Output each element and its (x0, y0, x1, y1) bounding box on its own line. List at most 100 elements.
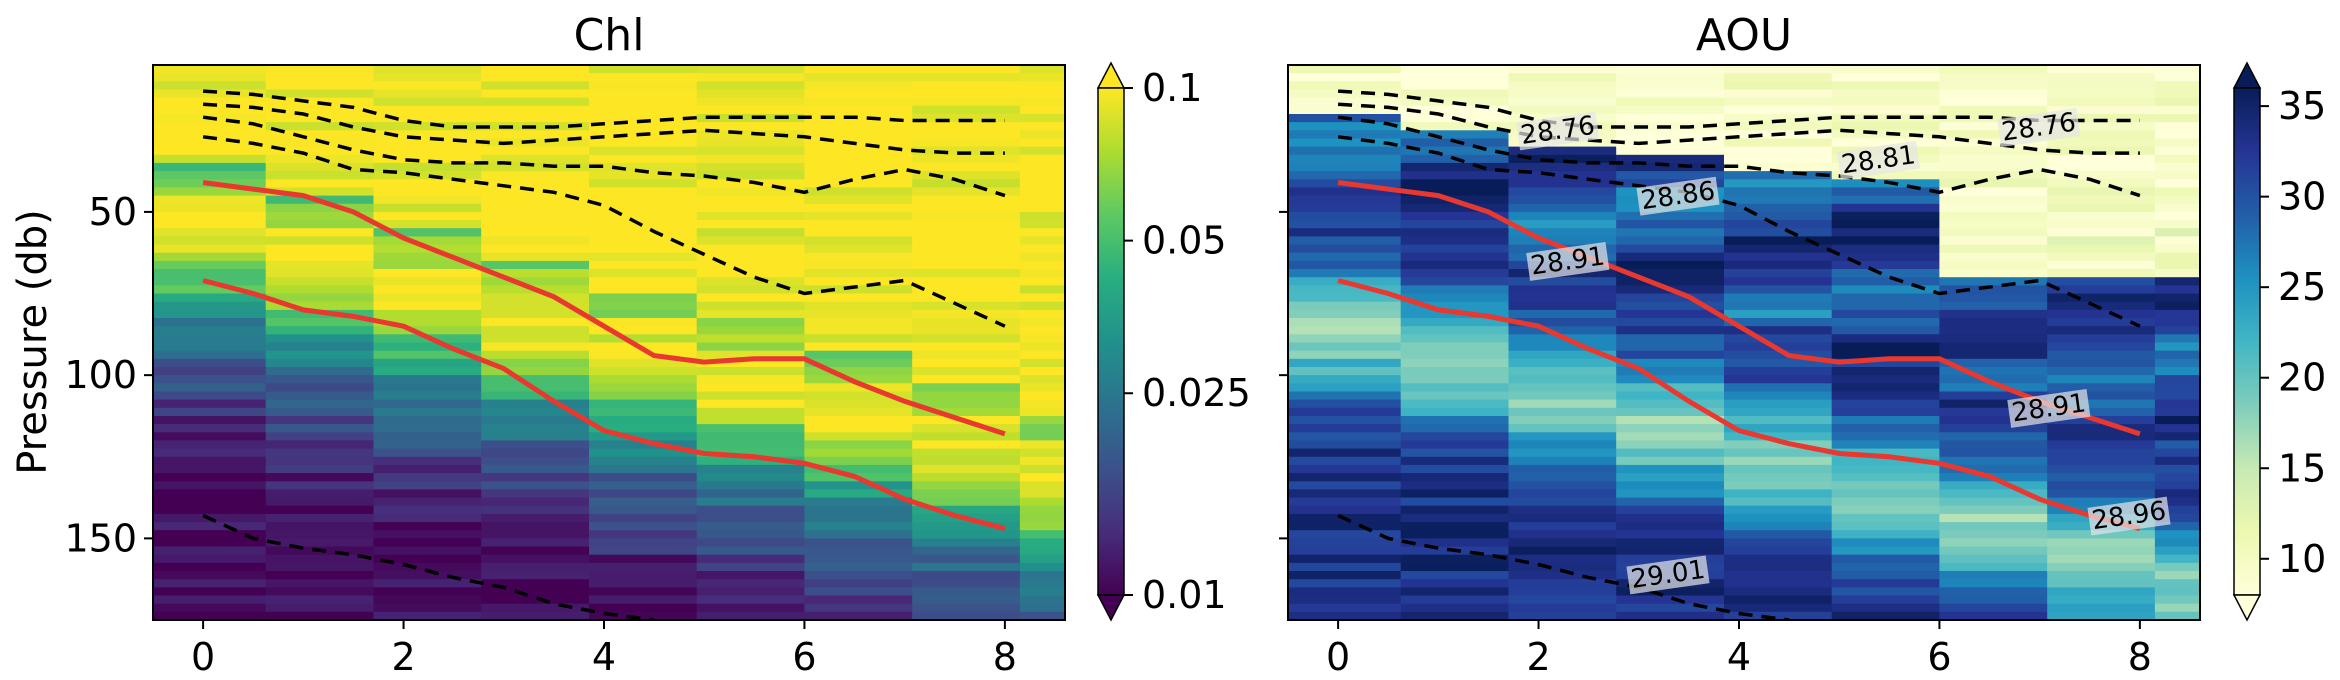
heatmap-cell (1616, 65, 1725, 74)
heatmap-cell (1831, 554, 1941, 564)
heatmap-cell (912, 448, 1021, 458)
heatmap-cell (1400, 171, 1510, 181)
heatmap-cell (1616, 603, 1725, 613)
heatmap-cell (912, 277, 1021, 287)
colorbar-tick-label: 15 (2278, 446, 2326, 490)
heatmap-cell (373, 146, 482, 156)
heatmap-cell (1724, 367, 1833, 376)
heatmap-cell (1019, 293, 1065, 303)
colorbar-extend-top (1096, 61, 1126, 89)
heatmap-cell (804, 187, 913, 197)
heatmap-cell (1724, 375, 1833, 385)
heatmap-cell (1400, 522, 1510, 532)
heatmap-cell (481, 350, 590, 360)
heatmap-cell (153, 162, 267, 172)
heatmap-cell (696, 334, 806, 344)
heatmap-cell (265, 399, 375, 409)
heatmap-cell (1724, 530, 1833, 540)
heatmap-cell (912, 211, 1021, 221)
heatmap-cell (1939, 440, 2048, 450)
heatmap-cell (265, 228, 375, 238)
heatmap-cell (1724, 65, 1833, 74)
heatmap-cell (1831, 383, 1941, 393)
heatmap-cell (1288, 522, 1402, 532)
heatmap-cell (2154, 530, 2200, 540)
heatmap-cell (265, 277, 375, 287)
heatmap-cell (804, 269, 913, 278)
heatmap-cell (153, 203, 267, 213)
heatmap-cell (1939, 244, 2048, 254)
heatmap-cell (1019, 211, 1065, 221)
heatmap-cell (2154, 481, 2200, 491)
heatmap-cell (589, 244, 698, 254)
heatmap-cell (804, 367, 913, 376)
heatmap-cell (2154, 464, 2200, 474)
heatmap-cell (1400, 260, 1510, 270)
heatmap-cell (1400, 489, 1510, 499)
heatmap-cell (1400, 73, 1510, 83)
heatmap-cell (1724, 146, 1833, 156)
heatmap-cell (1288, 89, 1402, 99)
heatmap-cell (265, 407, 375, 417)
heatmap-cell (1831, 211, 1941, 221)
heatmap-cell (2154, 277, 2200, 287)
heatmap-cell (2047, 236, 2156, 246)
heatmap-cell (1724, 105, 1833, 115)
heatmap-cell (1508, 211, 1617, 221)
heatmap-cell (373, 358, 482, 368)
heatmap-cell (373, 587, 482, 597)
heatmap-cell (1939, 220, 2048, 230)
heatmap-cell (2047, 293, 2156, 303)
heatmap-cell (1400, 203, 1510, 213)
heatmap-cell (153, 138, 267, 148)
heatmap-cell (153, 326, 267, 336)
heatmap-cell (1508, 579, 1617, 589)
heatmap-cell (373, 603, 482, 613)
heatmap-cell (1508, 530, 1617, 540)
heatmap-cell (589, 497, 698, 507)
heatmap-cell (2047, 171, 2156, 181)
heatmap-cell (2154, 81, 2200, 91)
heatmap-cell (373, 522, 482, 532)
heatmap-cell (1400, 530, 1510, 540)
heatmap-cell (1288, 562, 1402, 572)
heatmap-cell (589, 383, 698, 393)
heatmap-cell (1019, 269, 1065, 278)
heatmap-cell (153, 505, 267, 515)
heatmap-cell (912, 587, 1021, 597)
heatmap-cell (1831, 562, 1941, 572)
heatmap-cell (1831, 269, 1941, 278)
heatmap-cell (1831, 97, 1941, 107)
heatmap-cell (373, 260, 482, 270)
heatmap-cell (912, 114, 1021, 123)
heatmap-cell (481, 277, 590, 287)
heatmap-cell (696, 399, 806, 409)
heatmap-cell (1724, 562, 1833, 572)
heatmap-cell (481, 554, 590, 564)
heatmap-cell (912, 154, 1021, 164)
density-contour-line (202, 513, 655, 620)
heatmap-cell (2154, 383, 2200, 393)
heatmap-cell (153, 130, 267, 140)
heatmap-cell (1508, 448, 1617, 458)
heatmap-cell (481, 530, 590, 540)
heatmap-cell (1288, 538, 1402, 548)
y-tick-label: 100 (64, 353, 137, 397)
heatmap-cell (804, 89, 913, 99)
heatmap-cell (589, 122, 698, 132)
heatmap-cell (1288, 220, 1402, 230)
heatmap-cell (265, 481, 375, 491)
heatmap-cell (589, 554, 698, 564)
heatmap-cell (1508, 220, 1617, 230)
heatmap-cell (804, 448, 913, 458)
heatmap-cell (2047, 530, 2156, 540)
heatmap-cell (265, 318, 375, 327)
heatmap-cell (1288, 236, 1402, 246)
heatmap-cell (481, 448, 590, 458)
heatmap-cell (1831, 587, 1941, 597)
heatmap-cell (1288, 203, 1402, 213)
heatmap-cell (912, 220, 1021, 230)
heatmap-cell (1724, 179, 1833, 189)
heatmap-cell (804, 293, 913, 303)
heatmap-cell (1939, 285, 2048, 295)
